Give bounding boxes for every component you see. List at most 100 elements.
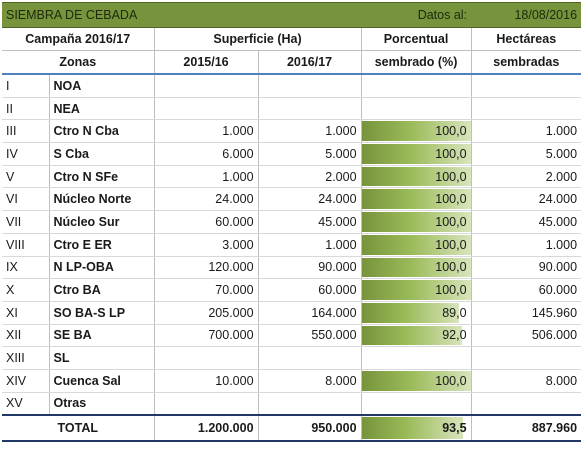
surface-2016: 24.000 [258,187,362,212]
zone-name: Ctro E ER [49,233,155,257]
date-label: Datos al: [258,2,472,28]
zone-number: II [2,97,50,121]
pct-cell: 92,0 [361,324,472,348]
surface-2015 [154,74,259,98]
surface-2015: 60.000 [154,210,259,234]
sowing-table: SIEMBRA DE CEBADA Datos al: 18/08/2016 C… [2,2,582,443]
zone-name: SE BA [49,324,155,348]
pct-cell: 100,0 [361,187,472,212]
pct-cell: 100,0 [361,119,472,144]
pct-cell: 100,0 [361,278,472,302]
surface-2016: 1.000 [258,119,362,144]
zone-name: Ctro N SFe [49,165,155,189]
surface-2016: 90.000 [258,256,362,280]
pct-cell: 100,0 [361,256,472,280]
surface-2015: 700.000 [154,324,259,348]
pct-value: 100,0 [435,124,467,139]
zone-number: XII [2,324,50,348]
zone-number: IX [2,256,50,280]
table-row: XV Otras [2,392,582,416]
pct-value: 100,0 [435,214,467,229]
pct-bar [361,280,471,300]
zone-number: XIII [2,346,50,370]
table-row: IV S Cba 6.000 5.000 100,0 5.000 [2,142,582,166]
hectares-sown: 45.000 [470,210,582,234]
zone-name: Núcleo Norte [49,187,155,212]
hectares-sown: 2.000 [470,165,582,189]
zone-name: N LP-OBA [49,256,155,280]
hectares-sown: 1.000 [470,233,582,257]
hectares-sown: 1.000 [470,119,582,144]
pct-value: 100,0 [435,192,467,207]
pct-cell [361,97,472,121]
hectares-sown [470,346,582,370]
surface-2016: 164.000 [258,301,362,325]
pct-bar [361,121,471,142]
header-row-1: Campaña 2016/17 Superficie (Ha) Porcentu… [2,27,582,51]
pct-cell: 100,0 [361,142,472,166]
total-pct-cell: 93,5 [361,414,472,443]
zone-number: XI [2,301,50,325]
surface-2015: 1.000 [154,165,259,189]
ha-header-2: sembradas [470,50,582,75]
zone-number: XIV [2,369,50,393]
pct-value: 100,0 [435,169,467,184]
hectares-sown [470,392,582,416]
zone-name: SO BA-S LP [49,301,155,325]
pct-value: 100,0 [435,146,467,161]
campaign-header: Campaña 2016/17 [2,27,154,51]
pct-cell: 100,0 [361,369,472,393]
surface-2016: 1.000 [258,233,362,257]
pct-bar [361,166,471,187]
zonas-header: Zonas [2,50,154,75]
total-label: TOTAL [2,414,155,443]
surface-2015: 10.000 [154,369,259,393]
surface-2016: 8.000 [258,369,362,393]
table-row: XII SE BA 700.000 550.000 92,0 506.000 [2,324,582,348]
year1-header: 2015/16 [153,50,259,75]
surface-2015: 120.000 [154,256,259,280]
surface-2015: 24.000 [154,187,259,212]
title-bar: SIEMBRA DE CEBADA Datos al: 18/08/2016 [2,2,582,28]
pct-cell: 100,0 [361,210,472,234]
pct-bar [361,370,471,391]
surface-2016: 550.000 [258,324,362,348]
total-pct-value: 93,5 [442,421,467,436]
hectares-sown: 90.000 [470,256,582,280]
table-row: X Ctro BA 70.000 60.000 100,0 60.000 [2,278,582,302]
pct-value: 100,0 [435,260,467,275]
hectares-sown: 506.000 [470,324,582,348]
zone-name: SL [49,346,155,370]
surface-2016 [258,74,362,98]
pct-cell [361,392,472,416]
zone-number: VIII [2,233,50,257]
zone-name: Ctro BA [49,278,155,302]
table-row: IX N LP-OBA 120.000 90.000 100,0 90.000 [2,256,582,280]
hectares-sown: 24.000 [470,187,582,212]
hectares-sown [470,97,582,121]
hectares-sown: 5.000 [470,142,582,166]
surface-2015: 3.000 [154,233,259,257]
pct-bar [361,257,471,278]
zone-name: Otras [49,392,155,416]
table-row: III Ctro N Cba 1.000 1.000 100,0 1.000 [2,119,582,144]
zone-name: Cuenca Sal [49,369,155,393]
pct-value: 100,0 [435,283,467,298]
table-row: XIII SL [2,346,582,370]
zone-number: XV [2,392,50,416]
hectares-sown [470,74,582,98]
zone-number: VII [2,210,50,234]
total-hectares: 887.960 [470,414,582,443]
pct-bar [361,325,462,346]
pct-value: 100,0 [435,237,467,252]
pct-cell: 100,0 [361,233,472,257]
table-row: VIII Ctro E ER 3.000 1.000 100,0 1.000 [2,233,582,257]
zone-name: Núcleo Sur [49,210,155,234]
surface-2016 [258,392,362,416]
pct-header-1: Porcentual [360,27,472,51]
table-row: V Ctro N SFe 1.000 2.000 100,0 2.000 [2,165,582,189]
pct-bar [361,234,471,255]
pct-bar [361,302,459,323]
table-row: I NOA [2,74,582,98]
zone-name: Ctro N Cba [49,119,155,144]
